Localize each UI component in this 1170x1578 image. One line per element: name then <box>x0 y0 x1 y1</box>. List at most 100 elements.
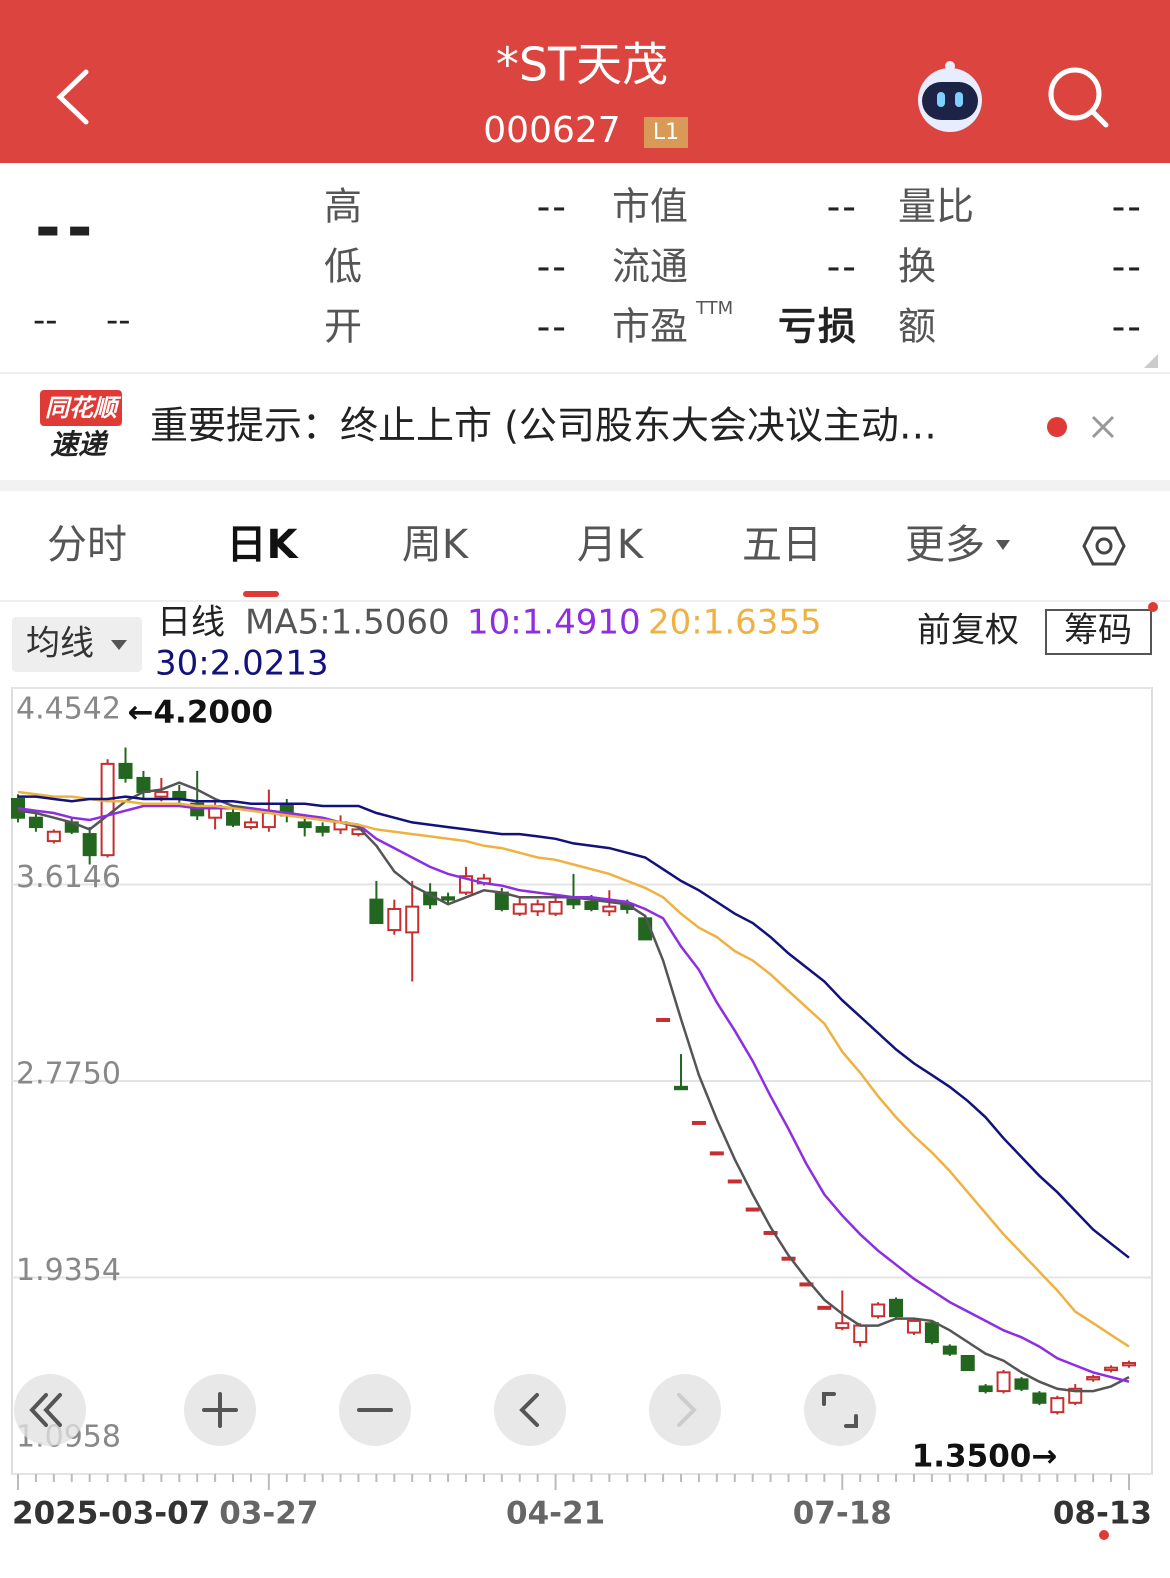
expand-corner[interactable] <box>1144 354 1158 368</box>
field-value: -- <box>537 305 568 349</box>
nav-button[interactable] <box>14 1374 86 1446</box>
candle-body <box>835 1322 850 1329</box>
field-value: -- <box>1112 305 1143 349</box>
tab-underline <box>243 591 279 597</box>
close-notice[interactable] <box>1091 415 1115 439</box>
tab[interactable]: 分时 <box>47 522 127 568</box>
x-tick-label: 08-13 <box>1053 1496 1152 1532</box>
legend-entry: 20:1.6355 <box>648 603 822 643</box>
candle-body <box>297 821 312 829</box>
field-label: 换 <box>898 245 936 289</box>
field-label: 市值 <box>612 185 688 229</box>
ma-button[interactable]: 均线 <box>26 624 94 664</box>
level-badge: L1 <box>653 120 679 145</box>
field-value: -- <box>537 185 568 229</box>
nav-icon <box>519 1393 539 1427</box>
field-sup: TTM <box>695 298 733 319</box>
candle-body <box>243 821 258 829</box>
candle-body <box>1104 1366 1119 1372</box>
tab[interactable]: 周K <box>402 522 470 568</box>
more-arrow[interactable] <box>996 540 1010 550</box>
nav-icon <box>677 1393 697 1427</box>
nav-button[interactable] <box>804 1374 876 1446</box>
ma-line <box>17 790 1130 1348</box>
logo-bottom: 速递 <box>50 428 109 461</box>
legend-entry: 30:2.0213 <box>155 644 329 684</box>
nav-icon <box>29 1393 62 1427</box>
candle-body <box>369 898 384 925</box>
stock-name: *ST天茂 <box>496 38 668 92</box>
ma-button-arrow <box>111 640 127 650</box>
candle-body <box>441 896 456 901</box>
x-tick-label: 2025-03-07 <box>12 1496 210 1532</box>
field-value: -- <box>1112 185 1143 229</box>
candle-body <box>906 1319 921 1334</box>
settings-dot <box>1095 537 1113 555</box>
candle-body <box>656 1017 671 1022</box>
divider <box>0 372 1170 374</box>
price: -- <box>35 191 98 264</box>
candle-body <box>136 776 151 793</box>
legend-title: 日线 <box>157 603 225 643</box>
candle-body <box>512 903 527 915</box>
logo-box <box>40 390 122 426</box>
candle-body <box>781 1256 796 1261</box>
nav-button[interactable] <box>494 1374 566 1446</box>
adjust-button[interactable]: 前复权 <box>917 611 1019 651</box>
field-label: 开 <box>324 305 362 349</box>
candle-body <box>1032 1392 1047 1404</box>
robot-button[interactable] <box>918 61 982 132</box>
candle-body <box>602 905 617 913</box>
field-label: 流通 <box>612 245 688 289</box>
back-button[interactable] <box>56 69 89 125</box>
candle-body <box>871 1303 886 1318</box>
candle-body <box>727 1179 742 1184</box>
candle-body <box>548 900 563 915</box>
chips-box[interactable] <box>1045 609 1152 655</box>
field-value: -- <box>537 245 568 289</box>
search-button[interactable] <box>1048 67 1109 128</box>
y-tick-label: 2.7750 <box>16 1057 121 1092</box>
field-value: 亏损 <box>778 305 858 349</box>
candle-body <box>100 762 115 857</box>
field-label: 额 <box>898 305 936 349</box>
candle-body <box>745 1207 760 1212</box>
tab[interactable]: 日K <box>227 522 300 568</box>
field-label: 低 <box>324 245 362 289</box>
candle-body <box>566 898 581 906</box>
tab[interactable]: 月K <box>577 522 645 568</box>
candle-body <box>405 905 420 934</box>
tab[interactable]: 五日 <box>742 522 822 568</box>
field-value: -- <box>827 185 858 229</box>
nav-icon <box>822 1392 858 1428</box>
candle-body <box>261 812 276 829</box>
tab[interactable]: 更多 <box>905 522 985 568</box>
notice-text[interactable]: 重要提示：终止上市 (公司股东大会决议主动… <box>150 404 937 448</box>
field-label: 市盈 <box>612 305 688 349</box>
logo-top: 同花顺 <box>45 394 122 422</box>
field-value: -- <box>827 245 858 289</box>
settings-button[interactable] <box>1082 526 1126 566</box>
field-label: 量比 <box>898 185 974 229</box>
candle-body <box>978 1385 993 1393</box>
candle-body <box>387 907 402 932</box>
level-badge-bg <box>644 117 688 148</box>
change-pct: -- <box>106 301 131 341</box>
x-tick-label: 07-18 <box>793 1496 892 1532</box>
field-value: -- <box>1112 245 1143 289</box>
cursor-dot <box>1099 1530 1109 1540</box>
candle-body <box>82 833 97 857</box>
candle-body <box>1122 1362 1136 1367</box>
field-label: 高 <box>324 185 362 229</box>
candle-body <box>530 903 545 913</box>
candle-body <box>226 812 241 826</box>
nav-button[interactable] <box>649 1374 721 1446</box>
chips-button[interactable]: 筹码 <box>1064 611 1132 651</box>
ma-button-bg[interactable] <box>12 617 142 672</box>
y-tick-label: 3.6146 <box>16 860 121 895</box>
candle-body <box>709 1151 724 1156</box>
gap-band <box>0 480 1170 491</box>
nav-icon <box>202 1392 238 1428</box>
candle-body <box>960 1354 975 1372</box>
